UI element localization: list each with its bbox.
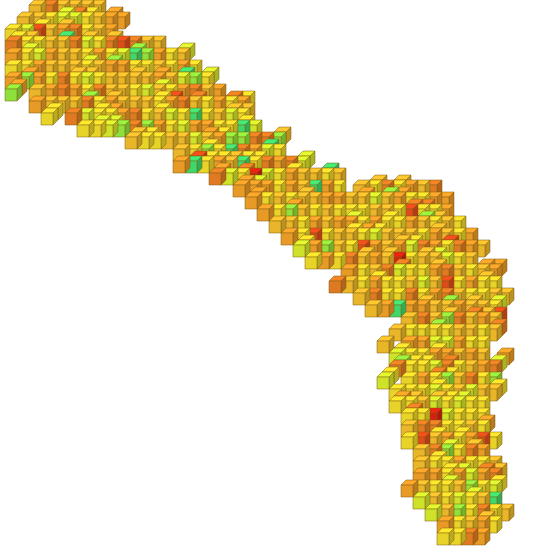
voxel-front bbox=[232, 184, 246, 198]
voxel-front bbox=[76, 124, 90, 138]
voxel-front bbox=[376, 340, 390, 354]
voxel-front bbox=[436, 532, 450, 546]
voxel-front bbox=[388, 400, 402, 414]
voxel-front bbox=[256, 208, 270, 222]
voxel-front bbox=[376, 376, 390, 390]
voxel-front bbox=[40, 112, 54, 126]
voxel-front bbox=[268, 220, 282, 234]
voxel-front bbox=[64, 112, 78, 126]
voxel-front bbox=[304, 256, 318, 270]
voxel-front bbox=[28, 100, 42, 114]
voxel-front bbox=[424, 508, 438, 522]
voxel-front bbox=[208, 172, 222, 186]
voxel-front bbox=[292, 244, 306, 258]
voxel-front bbox=[412, 496, 426, 510]
voxel-front bbox=[280, 232, 294, 246]
voxel-front bbox=[244, 196, 258, 210]
voxel-front bbox=[400, 484, 414, 498]
voxel-front bbox=[124, 136, 138, 150]
voxel-front bbox=[172, 160, 186, 174]
voxel-front bbox=[4, 88, 18, 102]
voxel-front bbox=[328, 280, 342, 294]
voxel-front bbox=[364, 304, 378, 318]
voxel-front bbox=[400, 436, 414, 450]
voxel-front bbox=[352, 292, 366, 306]
